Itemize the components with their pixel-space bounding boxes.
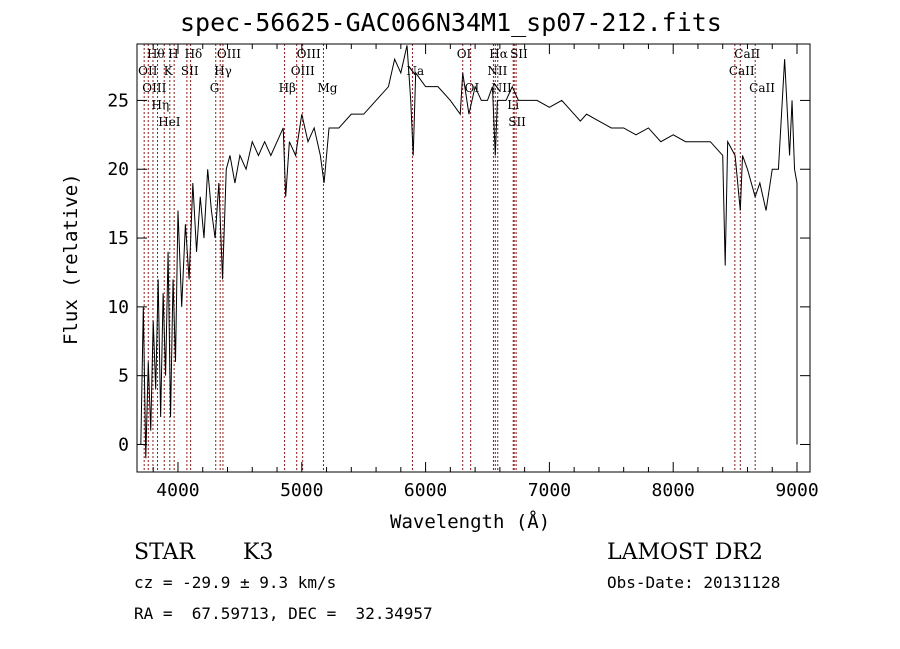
spectral-line-label: Hγ <box>214 64 232 78</box>
y-tick-label: 10 <box>107 297 129 318</box>
x-tick-label: 4000 <box>156 480 199 501</box>
spectral-line-label: Hθ <box>147 47 165 61</box>
spectral-line-label: Mg <box>317 81 337 95</box>
spectral-line-label: Hη <box>152 98 170 112</box>
spectral-line-label: CaII <box>734 47 760 61</box>
spectral-line-label: OII <box>138 64 158 78</box>
ra-dec: RA = 67.59713, DEC = 32.34957 <box>134 604 433 623</box>
spectral-line-label: OIII <box>291 64 315 78</box>
spectral-line-label: Hδ <box>185 47 203 61</box>
y-tick-label: 20 <box>107 159 129 180</box>
spectral-line-label: OI <box>465 81 480 95</box>
chart-title: spec-56625-GAC066N34M1_sp07-212.fits <box>180 8 722 37</box>
x-tick-label: 9000 <box>775 480 818 501</box>
spectral-line-label: CaII <box>729 64 755 78</box>
y-tick-label: 0 <box>118 434 129 455</box>
survey-name: LAMOST DR2 <box>607 540 763 565</box>
spectral-line-label: HeI <box>158 115 181 129</box>
y-axis-label: Flux (relative) <box>60 173 82 345</box>
spectral-line-label: Li <box>507 98 519 112</box>
y-tick-label: 25 <box>107 90 129 111</box>
x-tick-label: 6000 <box>404 480 447 501</box>
spectral-line-label: SII <box>508 115 526 129</box>
x-tick-label: 8000 <box>652 480 695 501</box>
spectral-line-label: OIII <box>142 81 166 95</box>
spectral-line-label: Hα <box>489 47 508 61</box>
object-subclass: K3 <box>243 540 274 565</box>
spectrum-line <box>140 45 798 459</box>
spectral-line-label: OIII <box>297 47 321 61</box>
spectral-line-label: SII <box>181 64 199 78</box>
object-class: STAR <box>134 540 195 565</box>
obs-date: Obs-Date: 20131128 <box>607 573 781 592</box>
spectral-line-label: NII <box>492 81 512 95</box>
y-tick-label: 15 <box>107 228 129 249</box>
spectral-line-label: CaII <box>749 81 775 95</box>
spectral-line-label: OI <box>457 47 472 61</box>
spectral-line-label: SII <box>510 47 528 61</box>
x-tick-label: 7000 <box>528 480 571 501</box>
redshift-text: cz = -29.9 ± 9.3 km/s <box>134 573 337 592</box>
x-axis-label: Wavelength (Å) <box>390 511 551 533</box>
spectral-line-label: NII <box>487 64 507 78</box>
x-tick-label: 5000 <box>280 480 323 501</box>
spectral-line-label: OIII <box>217 47 241 61</box>
spectral-line-label: Na <box>406 64 424 78</box>
spectral-line-label: G <box>210 81 220 95</box>
plot-frame <box>136 43 811 473</box>
spectral-line-label: H <box>168 47 178 61</box>
y-tick-label: 5 <box>118 366 129 387</box>
spectral-line-label: K <box>164 64 174 78</box>
spectral-line-label: Hβ <box>279 81 296 95</box>
